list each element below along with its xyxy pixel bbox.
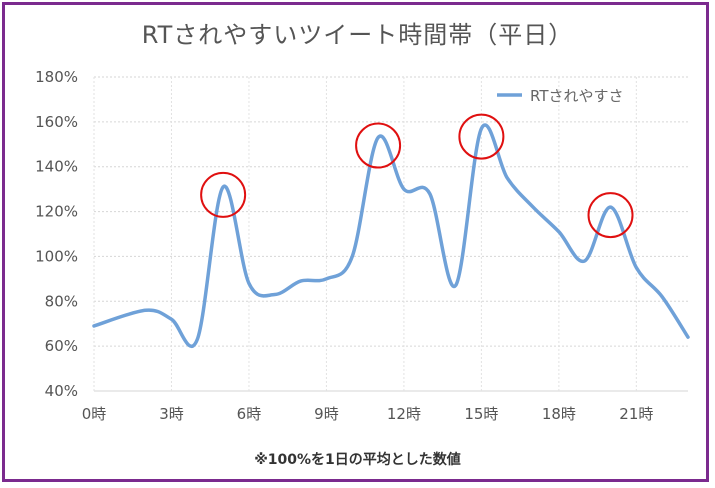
y-tick-label: 180% xyxy=(35,68,78,86)
data-point xyxy=(687,336,690,339)
data-point xyxy=(635,266,638,269)
legend-label: RTされやすさ xyxy=(530,87,624,105)
data-point xyxy=(661,295,664,298)
data-point xyxy=(222,185,225,188)
x-tick-label: 21時 xyxy=(619,405,653,423)
x-tick-label: 0時 xyxy=(82,405,107,423)
data-point xyxy=(609,206,612,209)
x-tick-label: 15時 xyxy=(464,405,498,423)
chart-footnote: ※100%を1日の平均とした数値 xyxy=(254,452,461,468)
y-tick-label: 40% xyxy=(45,382,78,400)
chart-title: RTされやすいツイート時間帯（平日） xyxy=(141,21,574,49)
data-point xyxy=(532,206,535,209)
data-point xyxy=(428,192,431,195)
x-tick-label: 12時 xyxy=(387,405,421,423)
data-point xyxy=(247,282,250,285)
data-point xyxy=(506,176,509,179)
data-point xyxy=(377,136,380,139)
y-tick-label: 140% xyxy=(35,158,78,176)
data-point xyxy=(144,309,147,312)
highlight-circle xyxy=(355,122,402,169)
data-point xyxy=(351,255,354,258)
data-point xyxy=(454,284,457,287)
data-point xyxy=(93,324,96,327)
x-tick-label: 3時 xyxy=(159,405,184,423)
y-tick-label: 60% xyxy=(45,337,78,355)
data-point xyxy=(402,188,405,191)
data-point xyxy=(170,318,173,321)
data-point xyxy=(325,277,328,280)
y-tick-label: 80% xyxy=(45,292,78,310)
x-tick-label: 18時 xyxy=(542,405,576,423)
highlight-circle xyxy=(587,192,634,239)
data-point xyxy=(299,280,302,283)
data-point xyxy=(480,127,483,130)
highlight-circle xyxy=(200,171,247,218)
y-tick-label: 160% xyxy=(35,113,78,131)
data-point xyxy=(273,293,276,296)
highlight-circle xyxy=(458,113,505,160)
x-tick-label: 6時 xyxy=(237,405,262,423)
data-point xyxy=(196,338,199,341)
y-tick-label: 100% xyxy=(35,247,78,265)
data-point xyxy=(583,259,586,262)
x-tick-label: 9時 xyxy=(314,405,339,423)
data-point xyxy=(557,230,560,233)
y-tick-label: 120% xyxy=(35,203,78,221)
series-line xyxy=(92,123,690,349)
